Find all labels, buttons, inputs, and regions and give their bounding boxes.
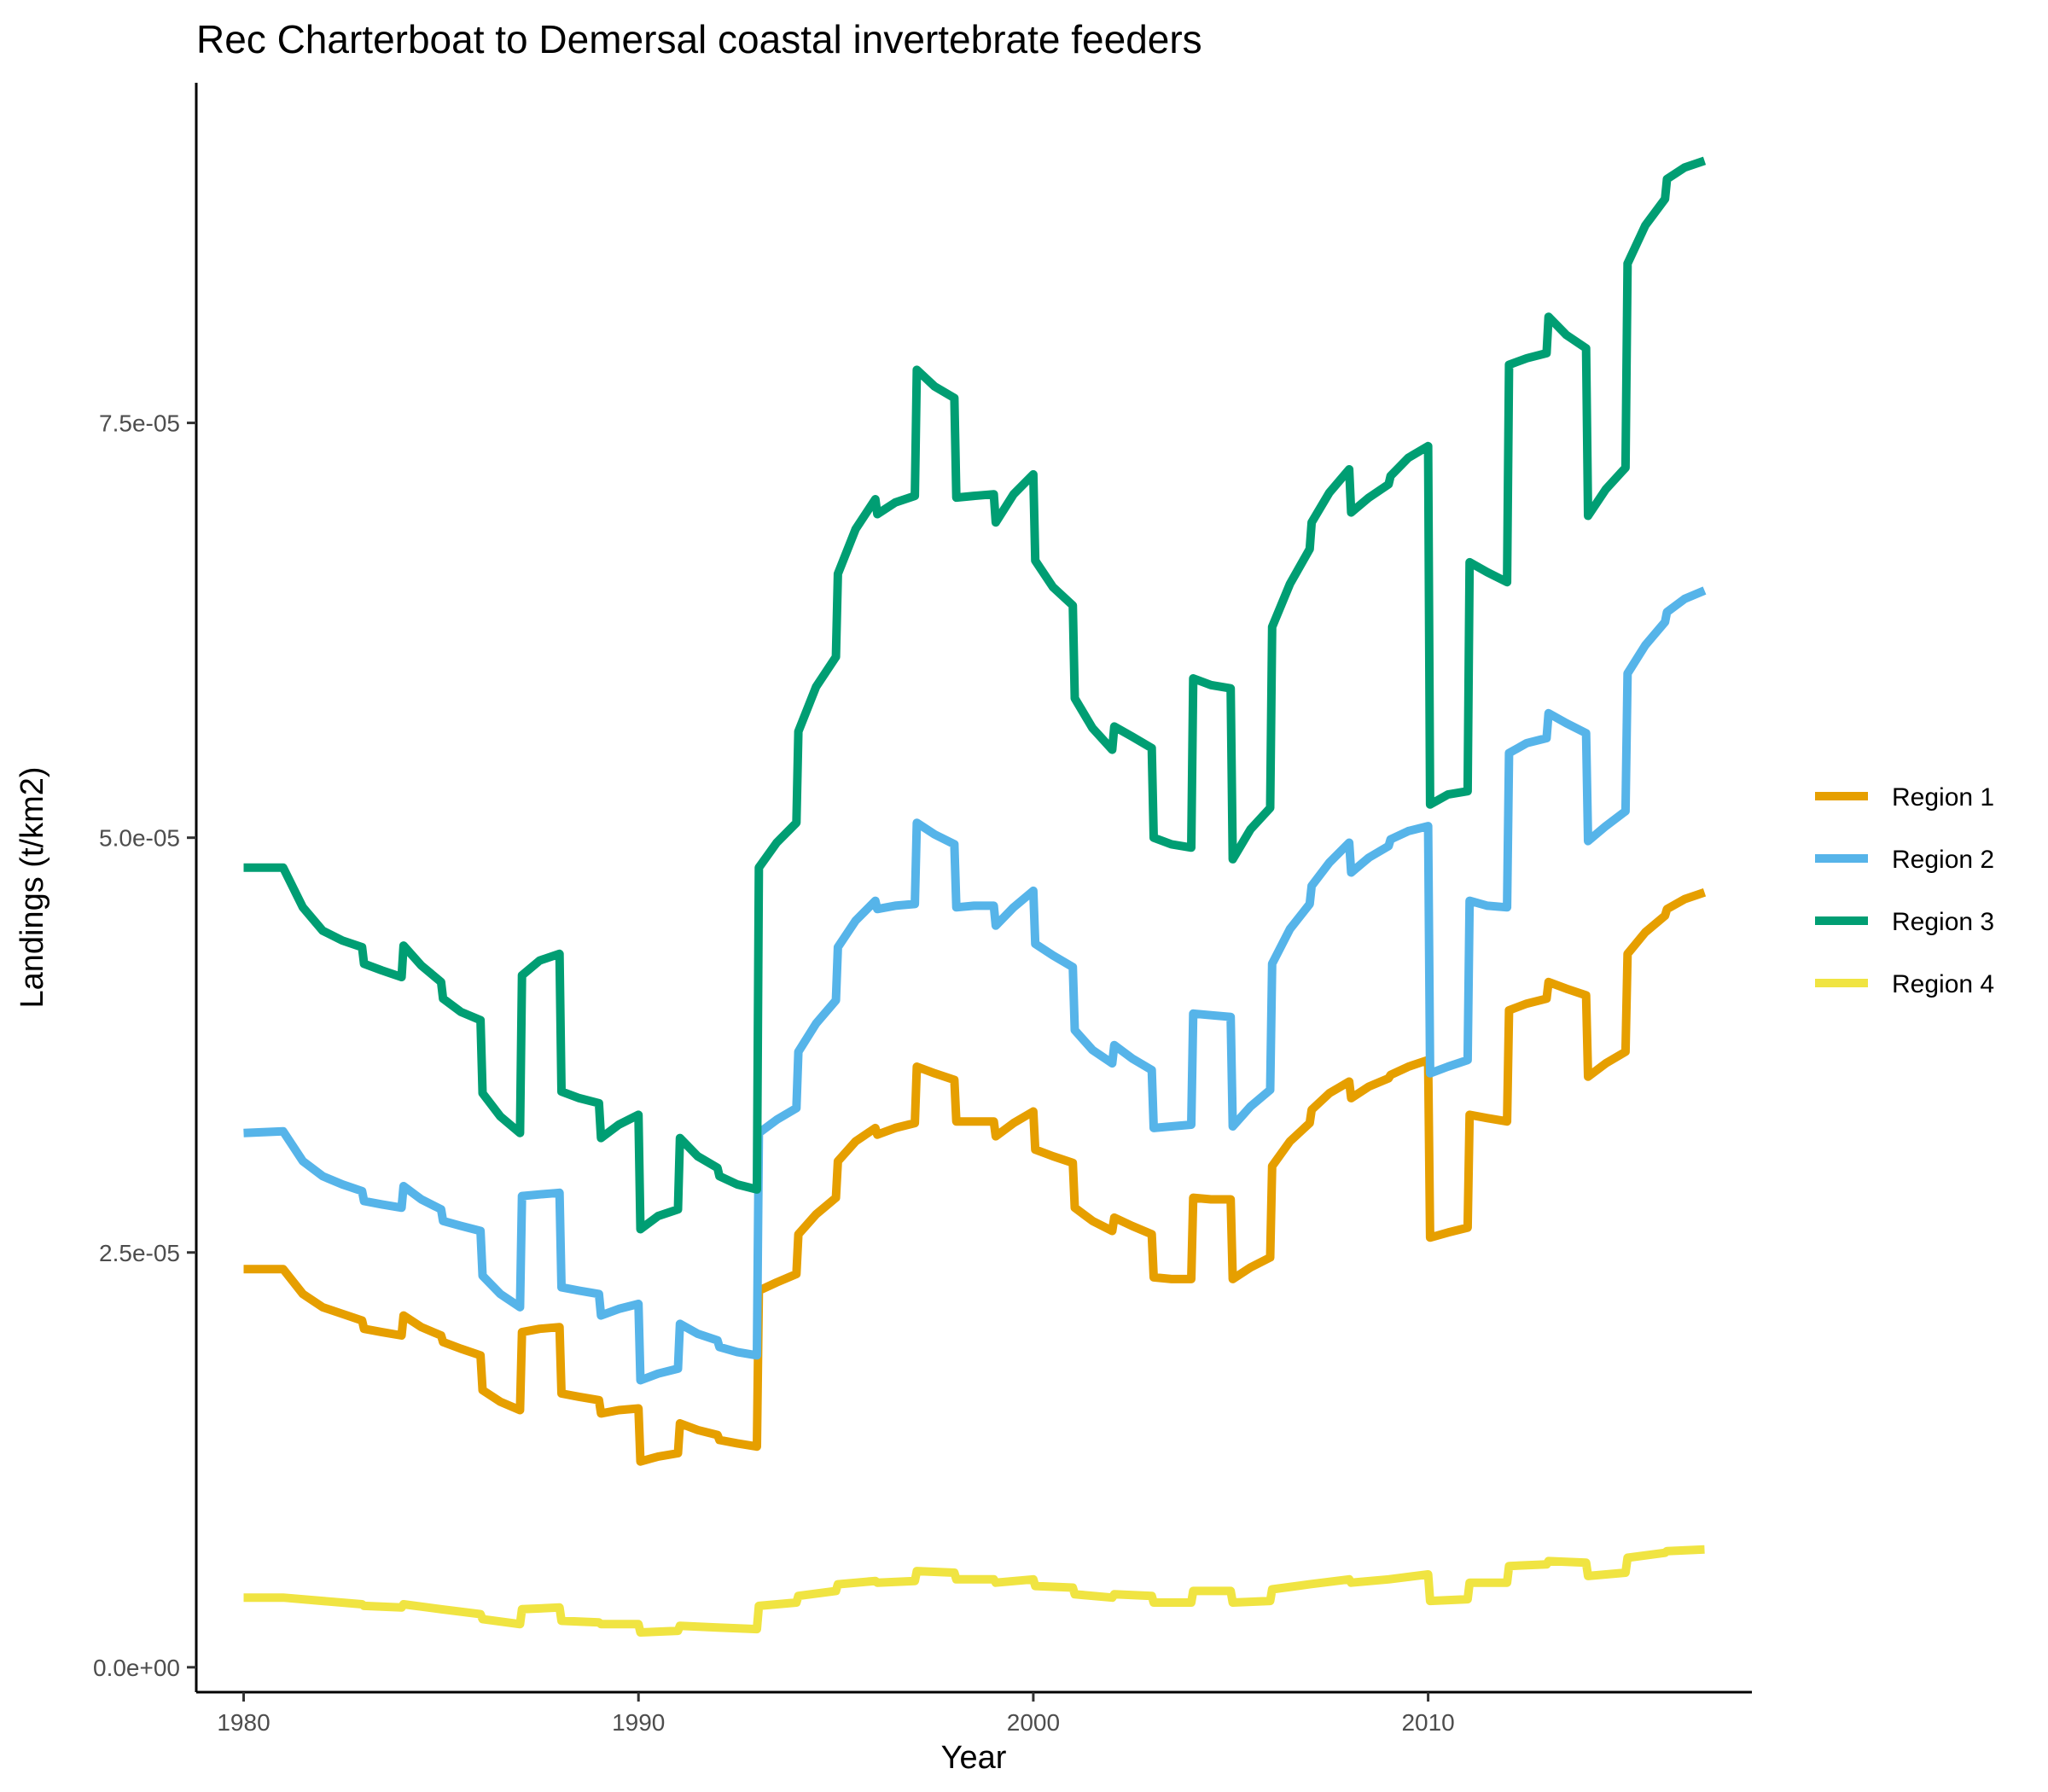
y-axis-ticks: 0.0e+00 2.5e-05 5.0e-05 7.5e-05 [93,410,196,1681]
y-tick-label: 2.5e-05 [99,1240,180,1266]
x-tick-label: 2010 [1401,1709,1454,1736]
x-axis-title: Year [941,1740,1007,1776]
series-layer [243,156,1707,1637]
x-tick-label: 1980 [217,1709,270,1736]
x-tick-label: 1990 [612,1709,665,1736]
legend-label-region-1: Region 1 [1892,783,1994,812]
series-line-region-2 [243,586,1707,1385]
chart-title: Rec Charterboat to Demersal coastal inve… [196,17,1202,61]
legend-label-region-4: Region 4 [1892,970,1994,998]
x-axis-ticks: 1980 1990 2000 2010 [217,1692,1455,1736]
y-axis-title: Landings (t/km2) [15,766,50,1008]
series-line-region-1 [243,888,1707,1466]
y-tick-label: 7.5e-05 [99,410,180,437]
legend-label-region-2: Region 2 [1892,846,1994,874]
series-line-region-3 [243,156,1707,1234]
y-tick-label: 5.0e-05 [99,825,180,852]
legend-label-region-3: Region 3 [1892,908,1994,936]
x-tick-label: 2000 [1007,1709,1060,1736]
series-line-region-4 [243,1545,1705,1637]
legend: Region 1 Region 2 Region 3 Region 4 [1815,783,1994,998]
y-tick-label: 0.0e+00 [93,1655,180,1681]
